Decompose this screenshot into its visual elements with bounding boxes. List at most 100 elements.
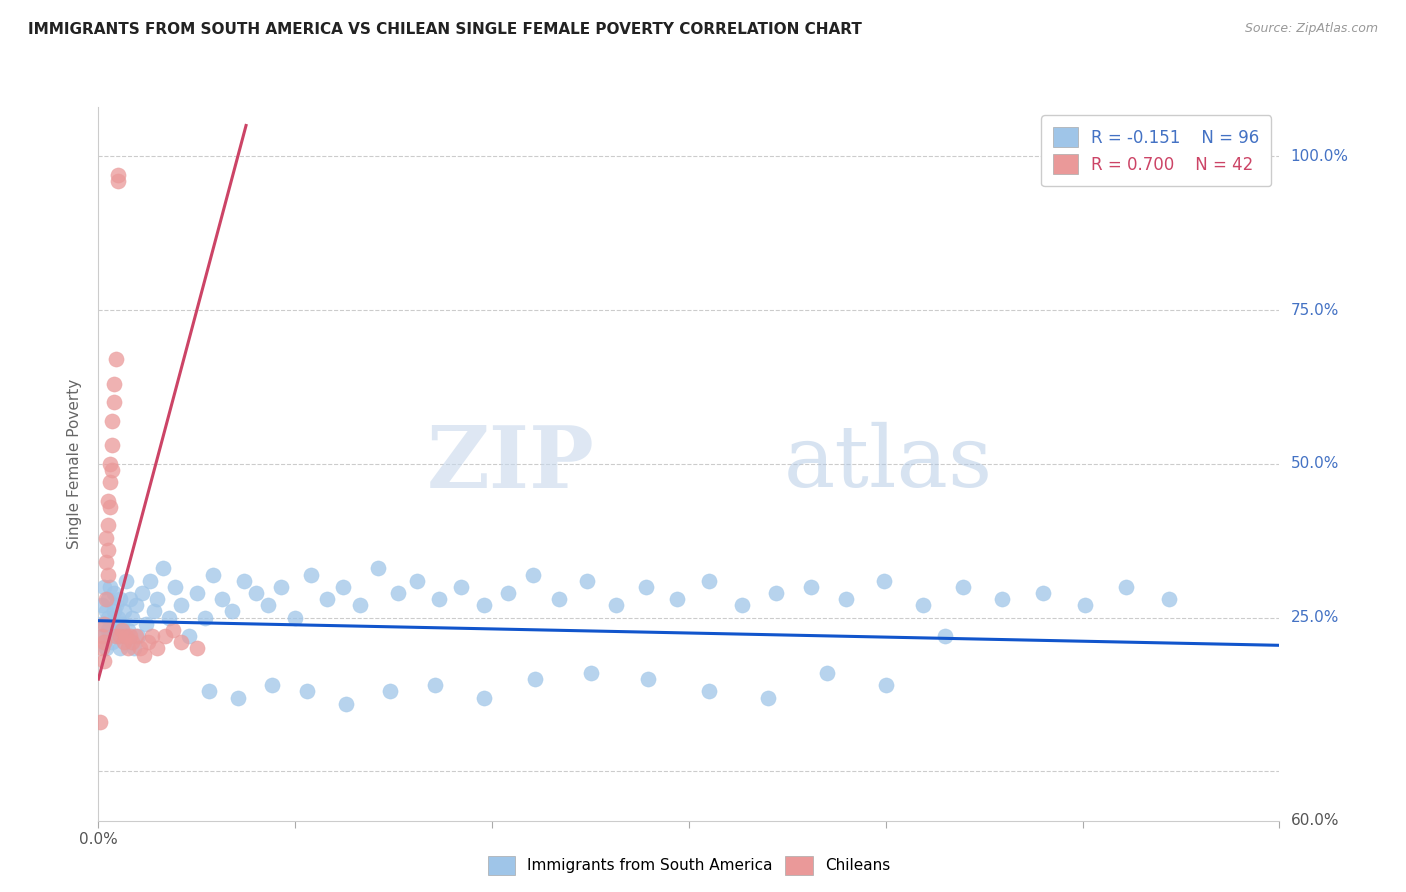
Point bbox=[873, 574, 896, 588]
Point bbox=[98, 457, 121, 471]
Point bbox=[1159, 592, 1181, 607]
Point bbox=[132, 648, 155, 662]
Point bbox=[97, 518, 120, 533]
Text: atlas: atlas bbox=[783, 422, 993, 506]
Point bbox=[96, 641, 118, 656]
Point bbox=[934, 629, 956, 643]
Point bbox=[125, 629, 148, 643]
Point bbox=[103, 605, 125, 619]
Point bbox=[105, 629, 128, 643]
Point bbox=[97, 610, 120, 624]
Point bbox=[101, 438, 124, 452]
Point bbox=[121, 635, 143, 649]
Point bbox=[472, 690, 495, 705]
Point bbox=[211, 592, 233, 607]
Point bbox=[194, 610, 217, 624]
Text: 50.0%: 50.0% bbox=[1291, 457, 1339, 471]
Point bbox=[98, 580, 121, 594]
Point bbox=[284, 610, 307, 624]
Point bbox=[103, 395, 125, 409]
Point bbox=[97, 623, 120, 637]
Point bbox=[125, 599, 148, 613]
Point bbox=[815, 665, 838, 680]
Text: 75.0%: 75.0% bbox=[1291, 302, 1339, 318]
Point bbox=[96, 531, 118, 545]
Point bbox=[367, 561, 389, 575]
Point bbox=[423, 678, 446, 692]
Point bbox=[245, 586, 267, 600]
Point bbox=[256, 599, 278, 613]
Point bbox=[335, 697, 357, 711]
Point bbox=[177, 629, 200, 643]
Point bbox=[765, 586, 787, 600]
Text: ZIP: ZIP bbox=[426, 422, 595, 506]
Point bbox=[89, 715, 111, 730]
Point bbox=[98, 475, 121, 490]
Point bbox=[637, 672, 659, 686]
Point bbox=[697, 574, 720, 588]
Point bbox=[101, 616, 124, 631]
Point bbox=[128, 641, 150, 656]
Point bbox=[605, 599, 627, 613]
Point bbox=[101, 463, 124, 477]
Point bbox=[103, 376, 125, 391]
Point bbox=[108, 641, 131, 656]
Point bbox=[105, 352, 128, 367]
Point bbox=[233, 574, 256, 588]
Point bbox=[93, 635, 115, 649]
Point bbox=[101, 414, 124, 428]
Text: 25.0%: 25.0% bbox=[1291, 610, 1339, 625]
Point bbox=[162, 623, 184, 637]
Point bbox=[697, 684, 720, 698]
Point bbox=[912, 599, 935, 613]
Point bbox=[136, 635, 159, 649]
Point bbox=[579, 665, 602, 680]
Point bbox=[105, 599, 128, 613]
Point bbox=[117, 623, 139, 637]
Point bbox=[170, 635, 193, 649]
Point bbox=[97, 493, 120, 508]
Point bbox=[146, 641, 169, 656]
Point bbox=[260, 678, 283, 692]
Point bbox=[378, 684, 401, 698]
Point bbox=[226, 690, 249, 705]
Point bbox=[472, 599, 495, 613]
Point bbox=[135, 616, 157, 631]
Point bbox=[98, 629, 121, 643]
Point bbox=[108, 629, 131, 643]
Point bbox=[103, 586, 125, 600]
Point bbox=[117, 641, 139, 656]
Point bbox=[575, 574, 598, 588]
Point bbox=[315, 592, 337, 607]
Point bbox=[406, 574, 429, 588]
Point bbox=[835, 592, 858, 607]
Point bbox=[121, 610, 143, 624]
Point bbox=[756, 690, 779, 705]
Point bbox=[96, 555, 118, 569]
Point bbox=[270, 580, 292, 594]
Point bbox=[96, 605, 118, 619]
Point bbox=[111, 623, 134, 637]
Point bbox=[93, 629, 115, 643]
Y-axis label: Single Female Poverty: Single Female Poverty bbox=[67, 379, 83, 549]
Point bbox=[1115, 580, 1137, 594]
Point bbox=[548, 592, 571, 607]
Point bbox=[1073, 599, 1095, 613]
Point bbox=[89, 616, 111, 631]
Point bbox=[634, 580, 657, 594]
Point bbox=[93, 580, 115, 594]
Point bbox=[991, 592, 1014, 607]
Point bbox=[157, 610, 180, 624]
Point bbox=[97, 543, 120, 558]
Point bbox=[101, 635, 124, 649]
Point bbox=[138, 574, 160, 588]
Point bbox=[93, 616, 115, 631]
Point bbox=[112, 605, 135, 619]
Point bbox=[105, 623, 128, 637]
Legend: Immigrants from South America, Chileans: Immigrants from South America, Chileans bbox=[482, 850, 896, 880]
Text: Source: ZipAtlas.com: Source: ZipAtlas.com bbox=[1244, 22, 1378, 36]
Point bbox=[108, 592, 131, 607]
Text: 60.0%: 60.0% bbox=[1291, 814, 1339, 828]
Point bbox=[387, 586, 409, 600]
Point bbox=[131, 586, 153, 600]
